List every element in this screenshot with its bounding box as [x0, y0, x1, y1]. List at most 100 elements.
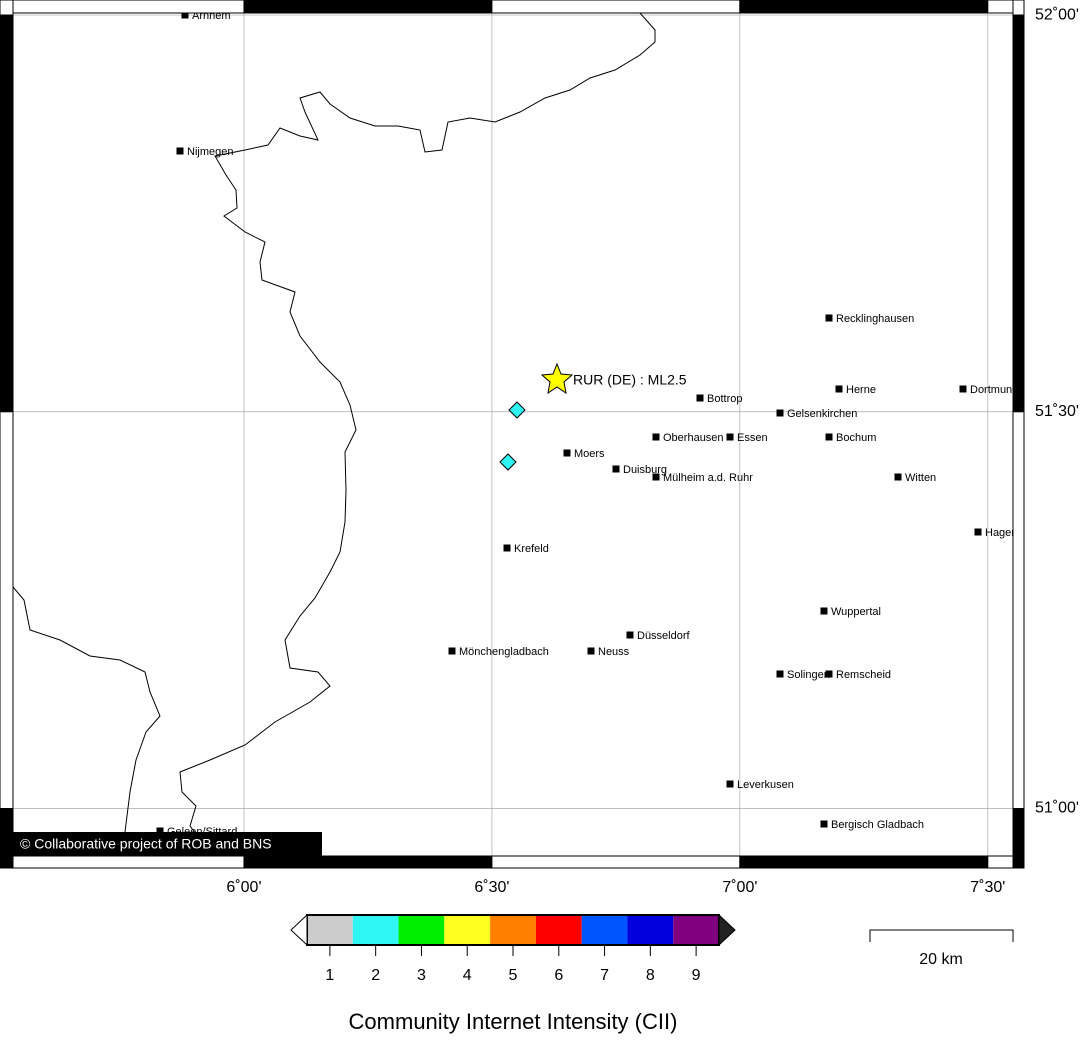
colorbar-cell	[444, 915, 491, 945]
city-label: Mülheim a.d. Ruhr	[663, 472, 753, 484]
city-label: Arnhem	[192, 10, 231, 22]
frame-bar	[0, 807, 14, 869]
city-label: Neuss	[598, 646, 630, 658]
city-label: Duisburg	[623, 464, 667, 476]
colorbar-cell	[307, 915, 353, 945]
lon-tick-label: 7˚00'	[722, 879, 757, 896]
frame-bar	[0, 0, 14, 16]
frame-bar	[491, 0, 741, 14]
colorbar-cell	[581, 915, 628, 945]
city-marker	[156, 827, 164, 835]
city-label: Krefeld	[514, 543, 549, 555]
city-label: Hagen	[985, 527, 1017, 539]
city-label: Oberhausen	[663, 432, 724, 444]
scale-label: 20 km	[919, 951, 963, 968]
frame-ticks	[0, 0, 1025, 869]
frame-bar	[243, 0, 493, 14]
colorbar-label: 2	[371, 967, 380, 984]
city-label: Recklinghausen	[836, 313, 914, 325]
colorbar-title: Community Internet Intensity (CII)	[349, 1009, 678, 1034]
lat-tick-label: 52˚00'	[1035, 6, 1079, 23]
city-marker	[776, 409, 784, 417]
map-frame	[0, 0, 1025, 869]
credit-box	[13, 832, 322, 856]
city-label: Moers	[574, 448, 605, 460]
frame-bar	[1012, 411, 1025, 809]
colorbar-label: 7	[600, 967, 609, 984]
lat-tick-label: 51˚30'	[1035, 403, 1079, 420]
city-marker	[587, 647, 595, 655]
city-marker	[820, 820, 828, 828]
frame-bar	[243, 855, 493, 869]
city-label: Leverkusen	[737, 779, 794, 791]
city-label: Wuppertal	[831, 606, 881, 618]
city-marker	[503, 544, 511, 552]
colorbar-label: 4	[463, 967, 472, 984]
city-marker	[726, 780, 734, 788]
colorbar-label: 9	[692, 967, 701, 984]
city-label: Düsseldorf	[637, 630, 691, 642]
city-marker	[726, 433, 734, 441]
city-label: Solingen	[787, 669, 830, 681]
frame-bar	[0, 855, 245, 869]
city-label: Remscheid	[836, 669, 891, 681]
city-label: Mönchengladbach	[459, 646, 549, 658]
frame-bar	[739, 0, 989, 14]
frame-bar	[1012, 807, 1025, 869]
city-label: Herne	[846, 384, 876, 396]
frame-bar	[491, 855, 741, 869]
city-marker	[776, 670, 784, 678]
colorbar-label: 3	[417, 967, 426, 984]
city-marker	[974, 528, 982, 536]
city-marker	[563, 449, 571, 457]
observation	[508, 401, 526, 419]
city-label: Bottrop	[707, 393, 742, 405]
city-marker	[448, 647, 456, 655]
city-marker	[652, 433, 660, 441]
lon-tick-label: 6˚30'	[474, 879, 509, 896]
colorbar-label: 1	[325, 967, 334, 984]
frame-bar	[0, 411, 14, 809]
colorbar: 1 2 3 4 5 6 7 8 9	[306, 914, 720, 984]
city-marker	[176, 147, 184, 155]
colorbar-cell	[535, 915, 582, 945]
lat-tick-label: 51˚00'	[1035, 800, 1079, 817]
city-marker	[626, 631, 634, 639]
border-line	[179, 13, 656, 843]
colorbar-cell	[490, 915, 536, 945]
colorbar-cell	[673, 915, 719, 945]
borders	[13, 13, 656, 856]
colorbar-label: 5	[509, 967, 518, 984]
event-label: RUR (DE) : ML2.5	[573, 372, 687, 388]
colorbar-low-arrow	[290, 913, 308, 947]
colorbar-cell	[398, 915, 445, 945]
city-marker	[612, 465, 620, 473]
city-marker	[894, 473, 902, 481]
frame-bar	[1012, 0, 1025, 16]
observation	[499, 453, 517, 471]
observations	[499, 401, 526, 471]
city-marker	[652, 473, 660, 481]
city-marker	[825, 433, 833, 441]
scale-bar	[869, 929, 1014, 942]
lon-tick-label: 7˚30'	[970, 879, 1005, 896]
city-marker	[696, 394, 704, 402]
colorbar-label: 8	[646, 967, 655, 984]
city-marker	[835, 385, 843, 393]
city-label: Bergisch Gladbach	[831, 819, 924, 831]
colorbar-cell	[352, 915, 399, 945]
epicenter-star	[540, 362, 574, 395]
lon-tick-label: 6˚00'	[226, 879, 261, 896]
frame-bar	[1012, 14, 1025, 413]
colorbar-high-arrow	[718, 913, 736, 947]
city-label: Witten	[905, 472, 936, 484]
city-marker	[825, 670, 833, 678]
city-marker	[181, 13, 189, 19]
border-line	[13, 586, 161, 856]
city-marker	[959, 385, 967, 393]
colorbar-cell	[627, 915, 674, 945]
city-marker	[820, 607, 828, 615]
city-label: Nijmegen	[187, 146, 233, 158]
city-label: Essen	[737, 432, 768, 444]
